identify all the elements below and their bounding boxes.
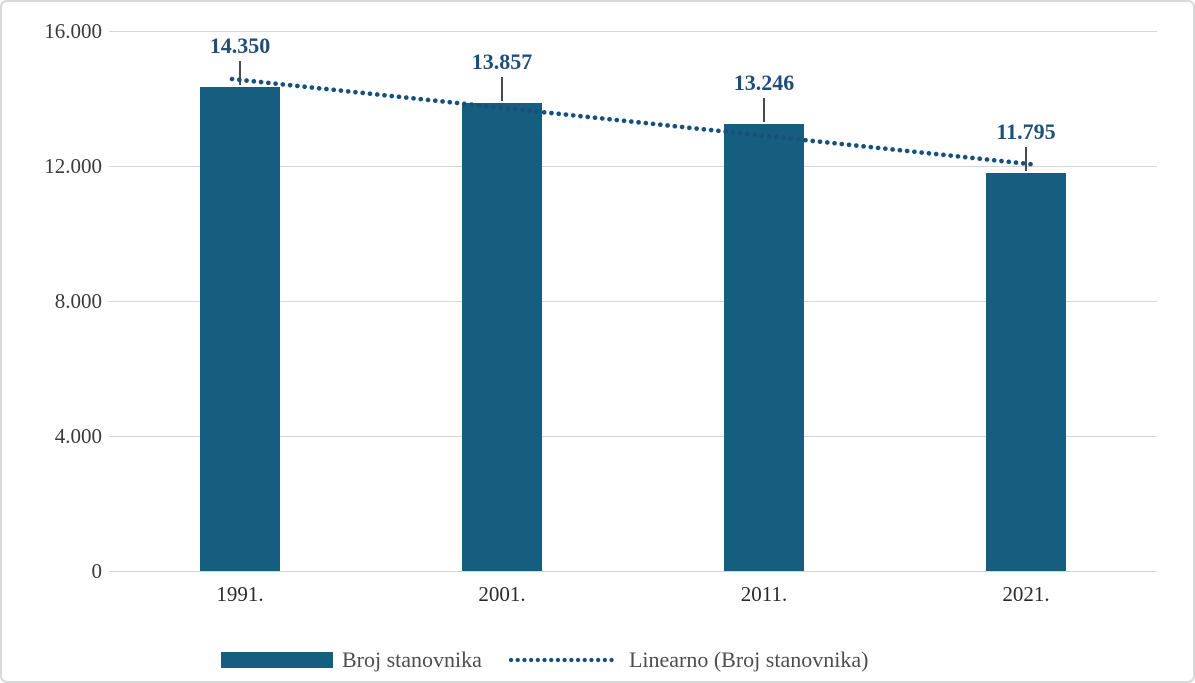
gridline	[109, 301, 1157, 302]
trendline-path	[229, 76, 1037, 167]
y-axis-tick-label: 0	[91, 559, 103, 583]
y-axis-tick-label: 8.000	[54, 289, 102, 313]
legend-bar-swatch	[221, 652, 333, 668]
data-label: 13.857	[471, 49, 533, 75]
x-axis-tick-label: 2021.	[1002, 582, 1050, 606]
data-label: 11.795	[996, 118, 1056, 144]
legend-trend-label: Linearno (Broj stanovnika)	[628, 647, 869, 672]
bar	[724, 123, 804, 571]
x-axis-tick-label: 1991.	[216, 582, 264, 606]
gridline	[109, 436, 1157, 437]
bar	[462, 103, 542, 571]
bar	[200, 86, 280, 571]
data-label-leader-line	[239, 60, 241, 85]
data-label: 13.246	[733, 69, 795, 95]
data-label: 14.350	[209, 32, 271, 58]
legend-dotted-line-swatch	[508, 657, 620, 663]
legend: Broj stanovnika Linearno (Broj stanovnik…	[221, 647, 868, 673]
data-label-leader-line	[501, 77, 503, 102]
legend-series-label: Broj stanovnika	[342, 647, 482, 672]
y-axis-tick-label: 12.000	[44, 154, 102, 178]
y-axis-tick-label: 16.000	[44, 19, 102, 43]
data-label-leader-line	[763, 97, 765, 122]
gridline	[109, 31, 1157, 32]
x-axis-tick-label: 2001.	[478, 582, 526, 606]
x-axis-tick-label: 2011.	[740, 582, 788, 606]
y-axis-tick-label: 4.000	[54, 424, 102, 448]
gridline	[109, 571, 1157, 572]
bar	[986, 172, 1066, 571]
data-label-leader-line	[1025, 146, 1027, 171]
